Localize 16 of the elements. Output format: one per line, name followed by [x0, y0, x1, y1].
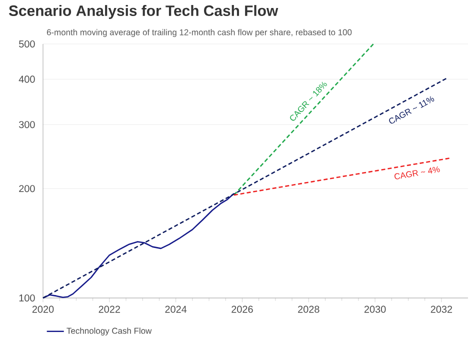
- chart-subtitle: 6-month moving average of trailing 12-month cash flow per share, rebased to 100: [46, 29, 352, 37]
- x-tick-label: 2020: [32, 306, 54, 313]
- annotation: CAGR ~ 4%: [394, 166, 440, 180]
- y-tick-label: 500: [19, 40, 35, 48]
- x-tick-label: 2026: [232, 306, 253, 313]
- y-tick-label: 200: [19, 185, 35, 192]
- x-tick-label: 2022: [98, 306, 120, 313]
- y-tick-label: 400: [18, 76, 35, 83]
- y-tick-label: 300: [18, 121, 35, 128]
- chart-title: Scenario Analysis for Tech Cash Flow: [8, 5, 278, 19]
- x-tick-label: 2032: [430, 306, 452, 313]
- x-tick-label: 2030: [364, 306, 386, 313]
- x-tick-label: 2024: [165, 306, 187, 313]
- y-tick-label: 100: [19, 294, 35, 302]
- x-tick-label: 2028: [298, 306, 320, 313]
- legend-label: Technology Cash Flow: [66, 328, 152, 336]
